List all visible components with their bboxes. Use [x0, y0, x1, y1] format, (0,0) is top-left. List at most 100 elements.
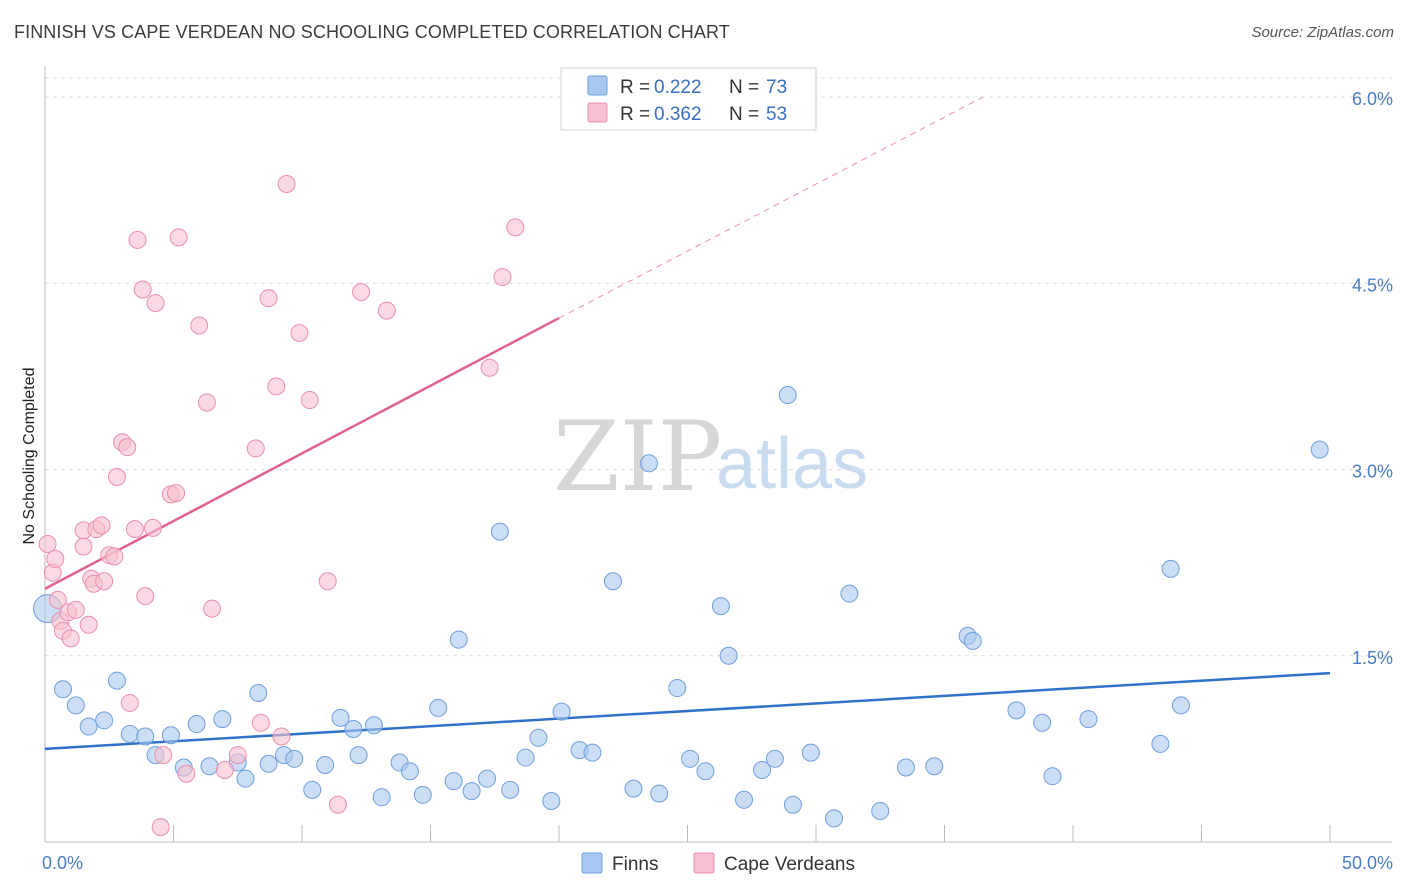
point-finns	[79, 717, 98, 736]
y-tick-label: 1.5%	[1352, 648, 1393, 668]
point-finns	[696, 762, 715, 781]
point-finns	[136, 727, 155, 746]
point-finns	[681, 749, 700, 768]
point-finns	[53, 680, 72, 699]
point-finns	[711, 597, 730, 616]
point-cape-verdeans	[133, 280, 152, 299]
point-finns	[490, 522, 509, 541]
point-cape-verdeans	[246, 439, 265, 458]
point-finns	[372, 788, 391, 807]
point-finns	[765, 749, 784, 768]
point-cape-verdeans	[120, 693, 139, 712]
point-finns	[871, 801, 890, 820]
point-cape-verdeans	[48, 590, 67, 609]
point-finns	[213, 710, 232, 729]
series-finns-points	[33, 386, 1329, 828]
y-tick-label: 6.0%	[1352, 89, 1393, 109]
point-finns	[603, 572, 622, 591]
point-finns	[1043, 767, 1062, 786]
legend-swatch-finns	[587, 75, 608, 96]
trend-lines	[44, 96, 1331, 751]
point-finns	[285, 749, 304, 768]
bottom-legend-swatch-cape-verdeans	[693, 852, 715, 874]
point-finns	[516, 748, 535, 767]
point-finns	[668, 679, 687, 698]
watermark-atlas: atlas	[716, 424, 868, 504]
legend-n-label-cape-verdeans: N =	[729, 104, 759, 125]
point-cape-verdeans	[61, 629, 80, 648]
point-finns	[639, 454, 658, 473]
chart-title: FINNISH VS CAPE VERDEAN NO SCHOOLING COM…	[14, 22, 730, 42]
legend-swatch-cape-verdeans	[587, 102, 608, 123]
point-finns	[896, 758, 915, 777]
series-cape-verdeans-points	[38, 174, 525, 837]
point-cape-verdeans	[79, 615, 98, 634]
point-cape-verdeans	[493, 268, 512, 287]
bottom-legend: Finns Cape Verdeans	[581, 852, 855, 875]
point-finns	[107, 671, 126, 690]
point-finns	[303, 780, 322, 799]
point-finns	[1310, 440, 1329, 459]
point-finns	[719, 646, 738, 665]
x-tick-label-min: 0.0%	[42, 853, 83, 873]
point-cape-verdeans	[167, 484, 186, 503]
bottom-legend-label-cape-verdeans: Cape Verdeans	[724, 854, 855, 875]
point-finns	[542, 792, 561, 811]
point-finns	[1007, 701, 1026, 720]
point-finns	[161, 726, 180, 745]
point-cape-verdeans	[169, 228, 188, 247]
point-finns	[429, 698, 448, 717]
legend-n-value-cape-verdeans: 53	[766, 104, 787, 125]
point-cape-verdeans	[74, 537, 93, 556]
point-cape-verdeans	[46, 549, 65, 568]
point-finns	[840, 584, 859, 603]
point-cape-verdeans	[146, 294, 165, 313]
legend-r-value-cape-verdeans: 0.362	[654, 104, 702, 125]
y-tick-label: 3.0%	[1352, 462, 1393, 482]
point-finns	[462, 782, 481, 801]
point-finns	[478, 769, 497, 788]
point-finns	[925, 757, 944, 776]
legend-r-label-finns: R =	[620, 77, 650, 98]
gridlines	[45, 77, 1392, 657]
point-finns	[1161, 559, 1180, 578]
point-finns	[349, 746, 368, 765]
point-finns	[963, 631, 982, 650]
point-finns	[1171, 696, 1190, 715]
point-cape-verdeans	[318, 572, 337, 591]
point-finns	[95, 711, 114, 730]
point-finns	[824, 809, 843, 828]
trend-line-cape-verdeans	[44, 316, 560, 590]
point-cape-verdeans	[190, 316, 209, 335]
bottom-legend-label-finns: Finns	[612, 854, 658, 875]
legend: R = 0.222 N = 73 R = 0.362 N = 53	[560, 67, 817, 131]
point-finns	[583, 743, 602, 762]
point-cape-verdeans	[136, 587, 155, 606]
point-cape-verdeans	[506, 218, 525, 237]
legend-n-value-finns: 73	[766, 77, 787, 98]
y-axis-title: No Schooling Completed	[21, 368, 38, 545]
point-cape-verdeans	[300, 390, 319, 409]
point-cape-verdeans	[151, 818, 170, 837]
point-finns	[552, 702, 571, 721]
point-cape-verdeans	[118, 438, 137, 457]
trend-line-cape-verdeans-extension	[558, 96, 984, 319]
point-cape-verdeans	[38, 535, 57, 554]
point-cape-verdeans	[128, 230, 147, 249]
point-finns	[413, 785, 432, 804]
trend-line-finns	[44, 671, 1331, 751]
point-finns	[501, 780, 520, 799]
point-cape-verdeans	[143, 518, 162, 537]
axes	[44, 66, 1392, 843]
point-cape-verdeans	[92, 516, 111, 535]
legend-r-value-finns: 0.222	[654, 77, 702, 98]
point-cape-verdeans	[95, 572, 114, 591]
point-finns	[801, 743, 820, 762]
point-cape-verdeans	[107, 467, 126, 486]
point-finns	[66, 696, 85, 715]
x-tick-label-max: 50.0%	[1342, 853, 1393, 873]
y-tick-label: 4.5%	[1352, 275, 1393, 295]
point-finns	[449, 630, 468, 649]
point-finns	[236, 769, 255, 788]
